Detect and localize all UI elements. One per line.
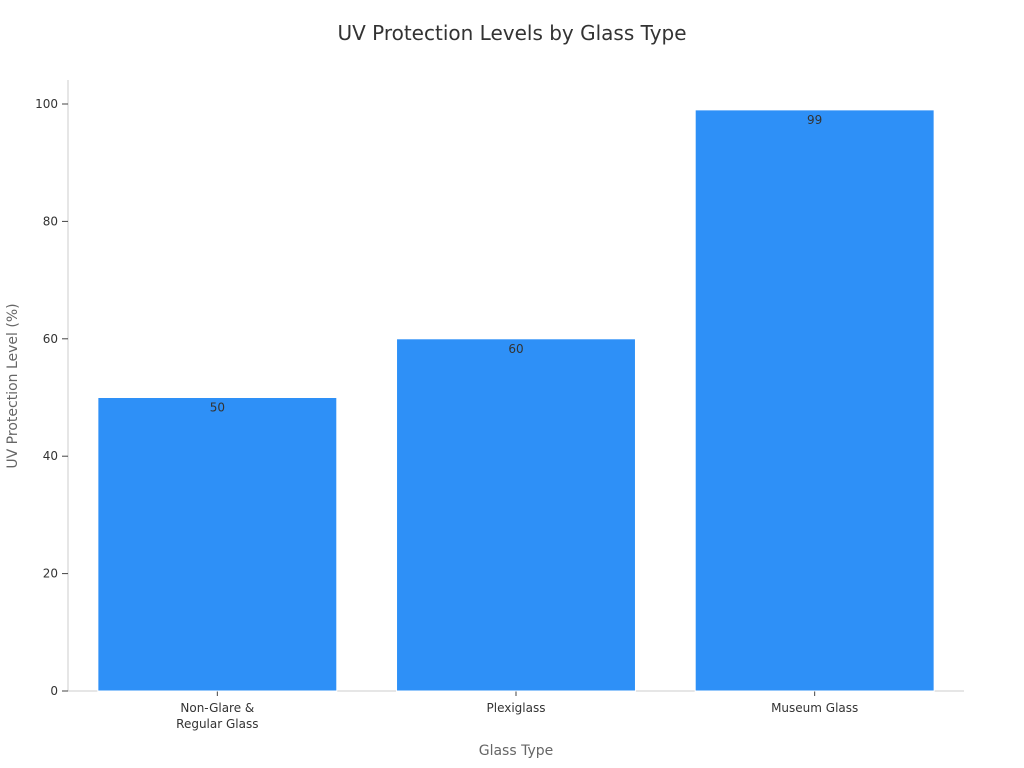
y-axis-title: UV Protection Level (%) xyxy=(5,303,21,468)
data-label: 60 xyxy=(508,342,523,356)
x-tick-label: Regular Glass xyxy=(176,717,258,731)
bar xyxy=(396,338,636,692)
bar xyxy=(97,397,338,692)
y-tick-label: 40 xyxy=(43,449,58,463)
y-ticks: 0 20 40 60 80 100 xyxy=(35,97,68,698)
x-axis: Non-Glare & Regular Glass Plexiglass Museum… xyxy=(68,690,964,731)
y-tick-label: 80 xyxy=(43,214,58,228)
x-tick-label: Plexiglass xyxy=(487,701,546,715)
data-label: 50 xyxy=(210,401,225,415)
data-label: 99 xyxy=(807,113,822,127)
x-tick-label: Non-Glare & xyxy=(180,701,254,715)
y-tick-label: 0 xyxy=(50,684,58,698)
y-axis: 0 20 40 60 80 100 xyxy=(35,80,69,698)
bar xyxy=(694,109,935,692)
bars xyxy=(97,109,935,692)
data-labels: 50 60 99 xyxy=(210,113,823,415)
y-tick-label: 100 xyxy=(35,97,58,111)
y-tick-label: 60 xyxy=(43,332,58,346)
x-tick-label: Museum Glass xyxy=(771,701,858,715)
y-tick-label: 20 xyxy=(43,567,58,581)
x-ticks: Non-Glare & Regular Glass Plexiglass Museum… xyxy=(176,691,858,731)
chart-title: UV Protection Levels by Glass Type xyxy=(337,21,686,45)
x-axis-title: Glass Type xyxy=(479,743,554,759)
